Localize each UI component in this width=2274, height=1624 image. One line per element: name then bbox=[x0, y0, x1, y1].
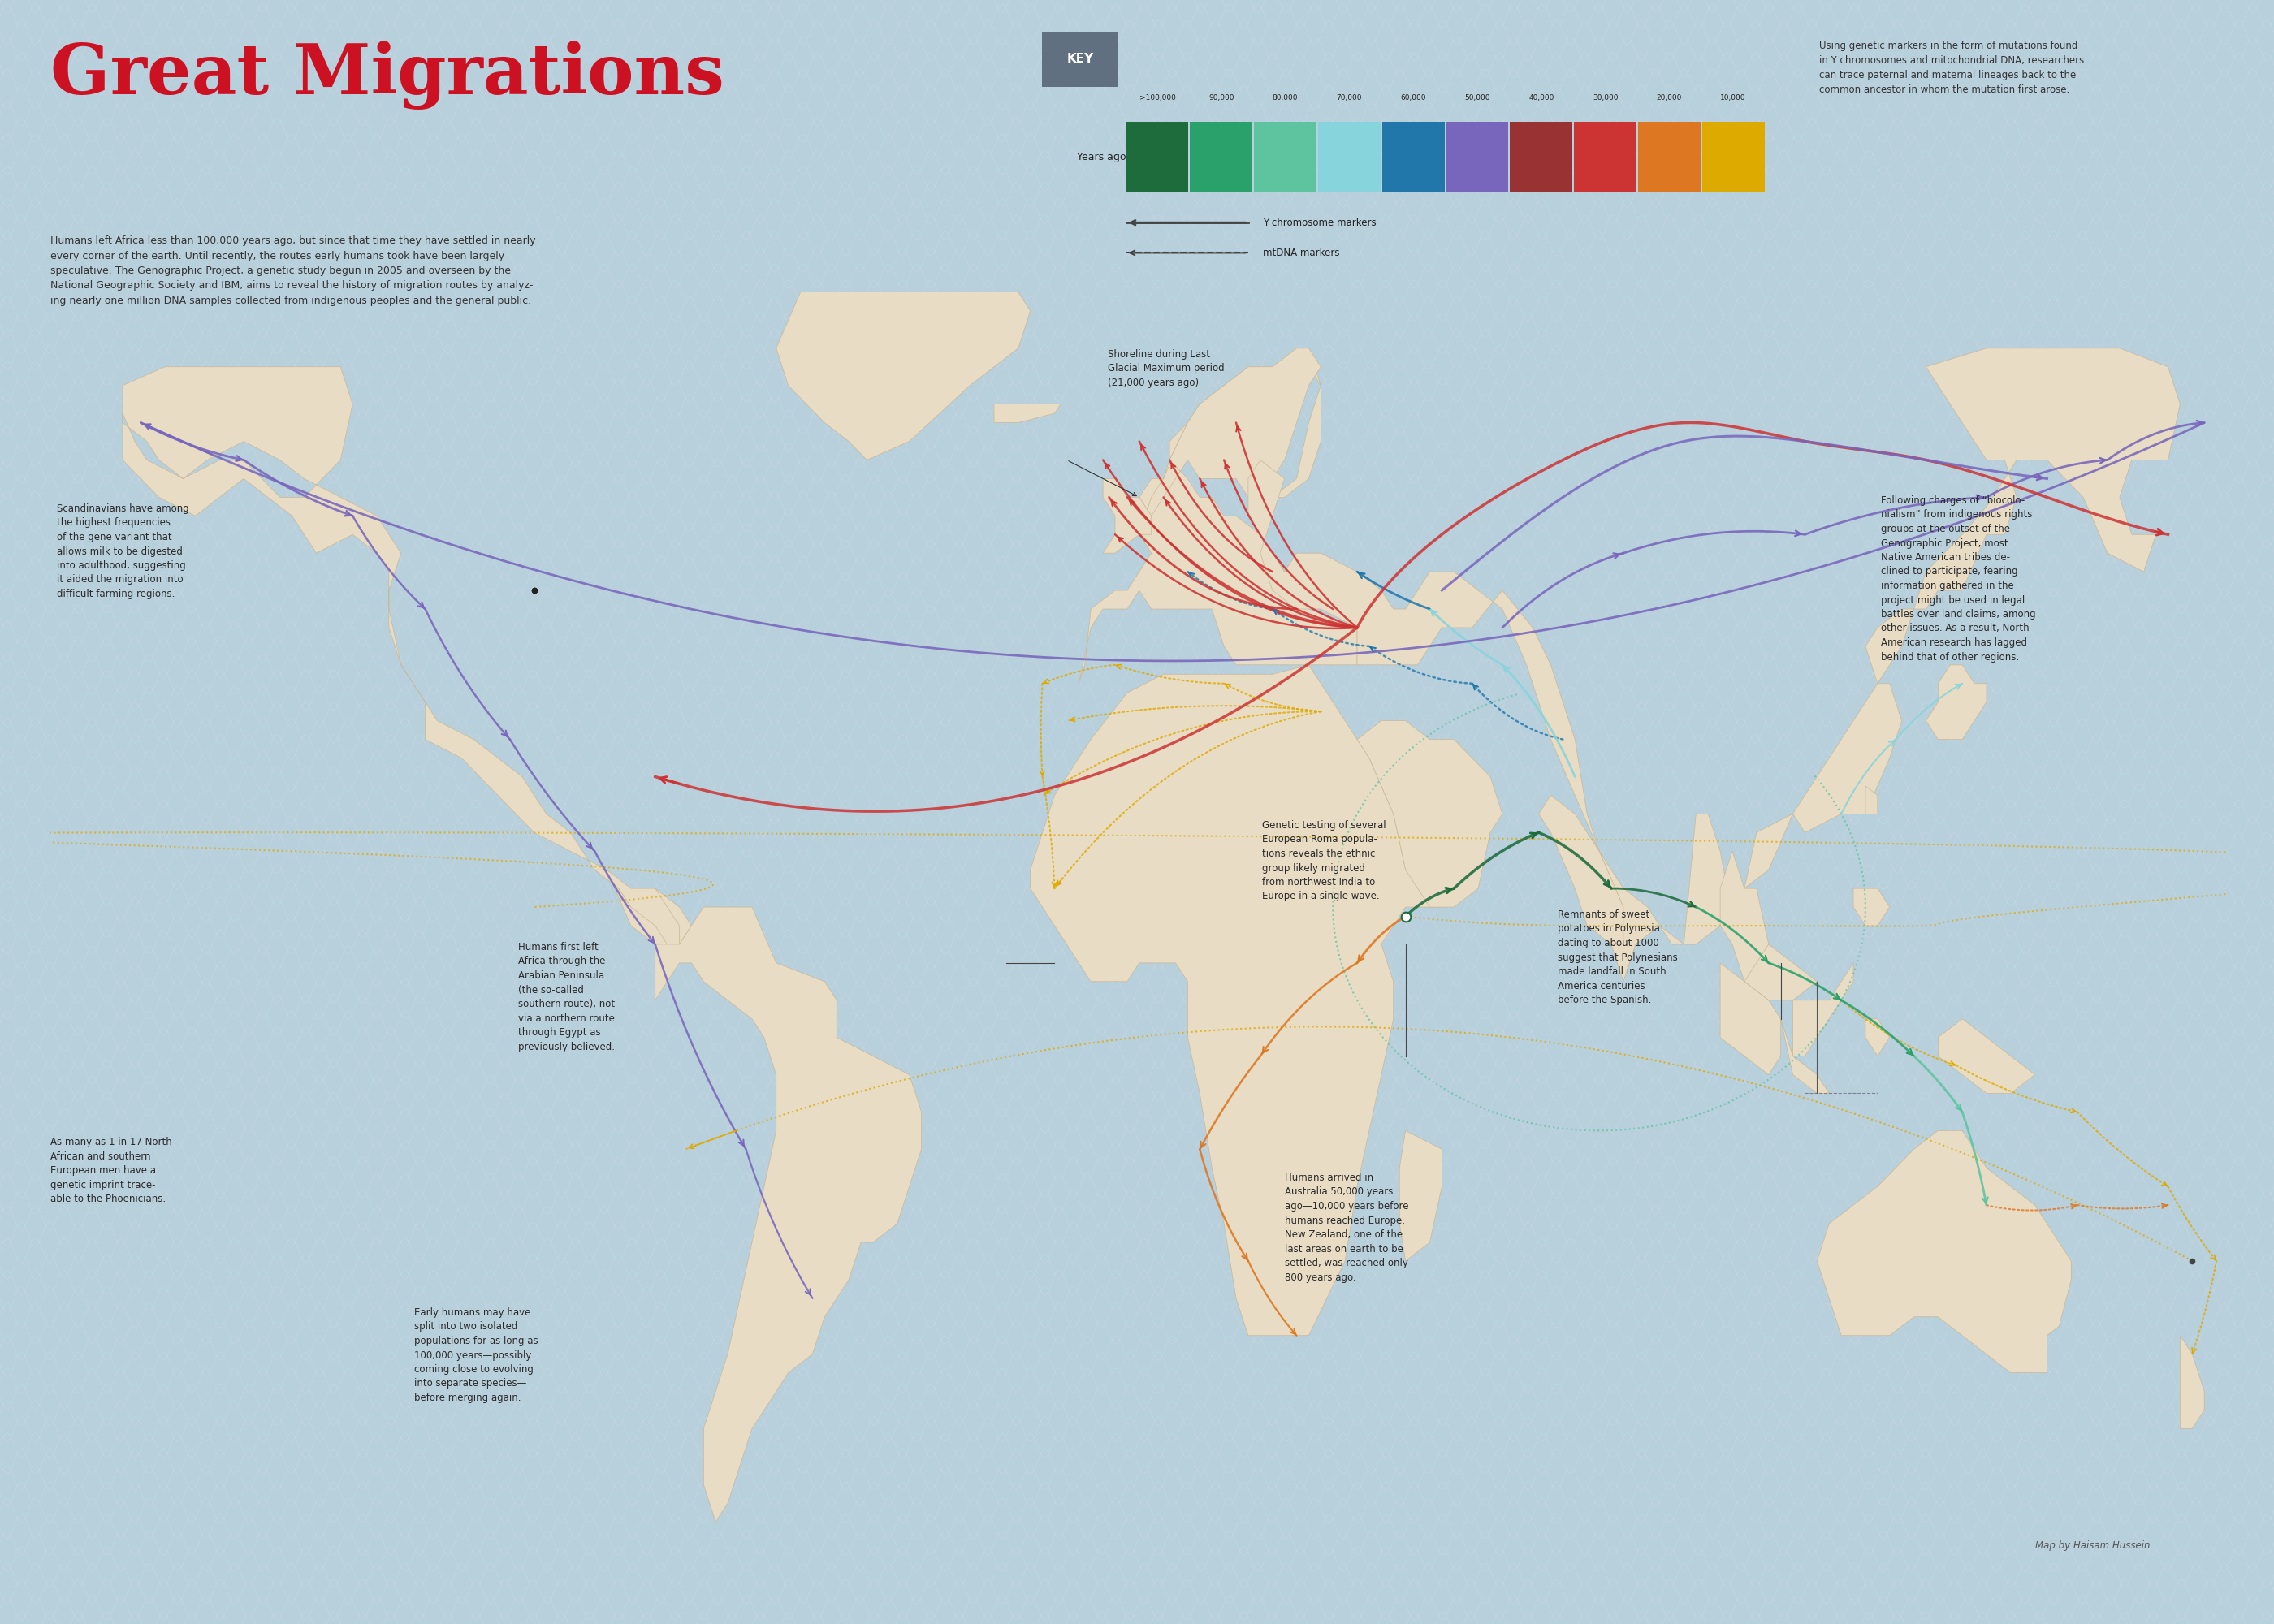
Polygon shape bbox=[1103, 479, 1151, 554]
Text: Years ago: Years ago bbox=[1078, 153, 1126, 162]
FancyBboxPatch shape bbox=[1126, 122, 1189, 192]
Polygon shape bbox=[594, 870, 680, 944]
FancyBboxPatch shape bbox=[1189, 122, 1253, 192]
Text: KEY: KEY bbox=[1067, 54, 1094, 65]
FancyBboxPatch shape bbox=[1253, 122, 1317, 192]
Text: Using genetic markers in the form of mutations found
in Y chromosomes and mitoch: Using genetic markers in the form of mut… bbox=[1819, 41, 2085, 94]
Text: >100,000: >100,000 bbox=[1139, 94, 1176, 102]
Polygon shape bbox=[994, 404, 1060, 422]
Text: 70,000: 70,000 bbox=[1337, 94, 1362, 102]
FancyBboxPatch shape bbox=[1510, 122, 1574, 192]
Polygon shape bbox=[1865, 1018, 1890, 1056]
Point bbox=[516, 578, 553, 604]
Text: Early humans may have
split into two isolated
populations for as long as
100,000: Early humans may have split into two iso… bbox=[414, 1307, 539, 1403]
Point bbox=[1387, 903, 1424, 929]
FancyBboxPatch shape bbox=[1574, 122, 1637, 192]
Text: As many as 1 in 17 North
African and southern
European men have a
genetic imprin: As many as 1 in 17 North African and sou… bbox=[50, 1137, 171, 1205]
Polygon shape bbox=[1030, 664, 1442, 1335]
Text: 30,000: 30,000 bbox=[1592, 94, 1619, 102]
Polygon shape bbox=[123, 367, 691, 944]
Point bbox=[516, 578, 553, 604]
FancyBboxPatch shape bbox=[1446, 122, 1508, 192]
Text: Map by Haisam Hussein: Map by Haisam Hussein bbox=[2035, 1540, 2151, 1551]
Point bbox=[1387, 903, 1424, 929]
Polygon shape bbox=[1865, 786, 1878, 814]
Polygon shape bbox=[1926, 664, 1987, 739]
Text: Great Migrations: Great Migrations bbox=[50, 41, 723, 110]
FancyBboxPatch shape bbox=[1701, 122, 1765, 192]
Text: 40,000: 40,000 bbox=[1528, 94, 1553, 102]
Point bbox=[2174, 1247, 2210, 1273]
Polygon shape bbox=[1817, 1130, 2072, 1372]
Polygon shape bbox=[775, 237, 1030, 460]
Text: Humans arrived in
Australia 50,000 years
ago—10,000 years before
humans reached : Humans arrived in Australia 50,000 years… bbox=[1285, 1173, 1408, 1283]
Text: Scandinavians have among
the highest frequencies
of the gene variant that
allows: Scandinavians have among the highest fre… bbox=[57, 503, 189, 599]
Polygon shape bbox=[1399, 1130, 1442, 1260]
Text: Genetic testing of several
European Roma popula-
tions reveals the ethnic
group : Genetic testing of several European Roma… bbox=[1262, 820, 1387, 901]
Polygon shape bbox=[1781, 1018, 1828, 1093]
Text: 60,000: 60,000 bbox=[1401, 94, 1426, 102]
FancyBboxPatch shape bbox=[1383, 122, 1444, 192]
Polygon shape bbox=[1937, 1018, 2035, 1093]
FancyBboxPatch shape bbox=[1637, 122, 1701, 192]
Text: Remnants of sweet
potatoes in Polynesia
dating to about 1000
suggest that Polyne: Remnants of sweet potatoes in Polynesia … bbox=[1558, 909, 1678, 1005]
Text: 10,000: 10,000 bbox=[1721, 94, 1746, 102]
Polygon shape bbox=[1719, 851, 1769, 981]
Polygon shape bbox=[1358, 721, 1503, 908]
Text: Shoreline during Last
Glacial Maximum period
(21,000 years ago): Shoreline during Last Glacial Maximum pe… bbox=[1107, 349, 1223, 388]
FancyBboxPatch shape bbox=[1041, 31, 1119, 86]
Polygon shape bbox=[1853, 888, 1890, 926]
Text: mtDNA markers: mtDNA markers bbox=[1264, 247, 1339, 258]
FancyBboxPatch shape bbox=[1319, 122, 1380, 192]
Polygon shape bbox=[1539, 796, 1624, 944]
Text: 50,000: 50,000 bbox=[1464, 94, 1489, 102]
Polygon shape bbox=[1248, 348, 2181, 1000]
Text: 90,000: 90,000 bbox=[1207, 94, 1235, 102]
Polygon shape bbox=[655, 908, 921, 1522]
Polygon shape bbox=[1169, 348, 1321, 497]
Text: Humans left Africa less than 100,000 years ago, but since that time they have se: Humans left Africa less than 100,000 yea… bbox=[50, 235, 534, 305]
Text: 20,000: 20,000 bbox=[1655, 94, 1683, 102]
Text: Y chromosome markers: Y chromosome markers bbox=[1264, 218, 1376, 227]
Polygon shape bbox=[2181, 1335, 2204, 1429]
Polygon shape bbox=[1078, 348, 1358, 684]
Text: 80,000: 80,000 bbox=[1273, 94, 1298, 102]
Polygon shape bbox=[1719, 963, 1781, 1075]
Polygon shape bbox=[1792, 963, 1853, 1056]
Text: Following charges of “biocolo-
nialism” from indigenous rights
groups at the out: Following charges of “biocolo- nialism” … bbox=[1881, 495, 2035, 663]
Text: Humans first left
Africa through the
Arabian Peninsula
(the so-called
southern r: Humans first left Africa through the Ara… bbox=[518, 942, 616, 1052]
